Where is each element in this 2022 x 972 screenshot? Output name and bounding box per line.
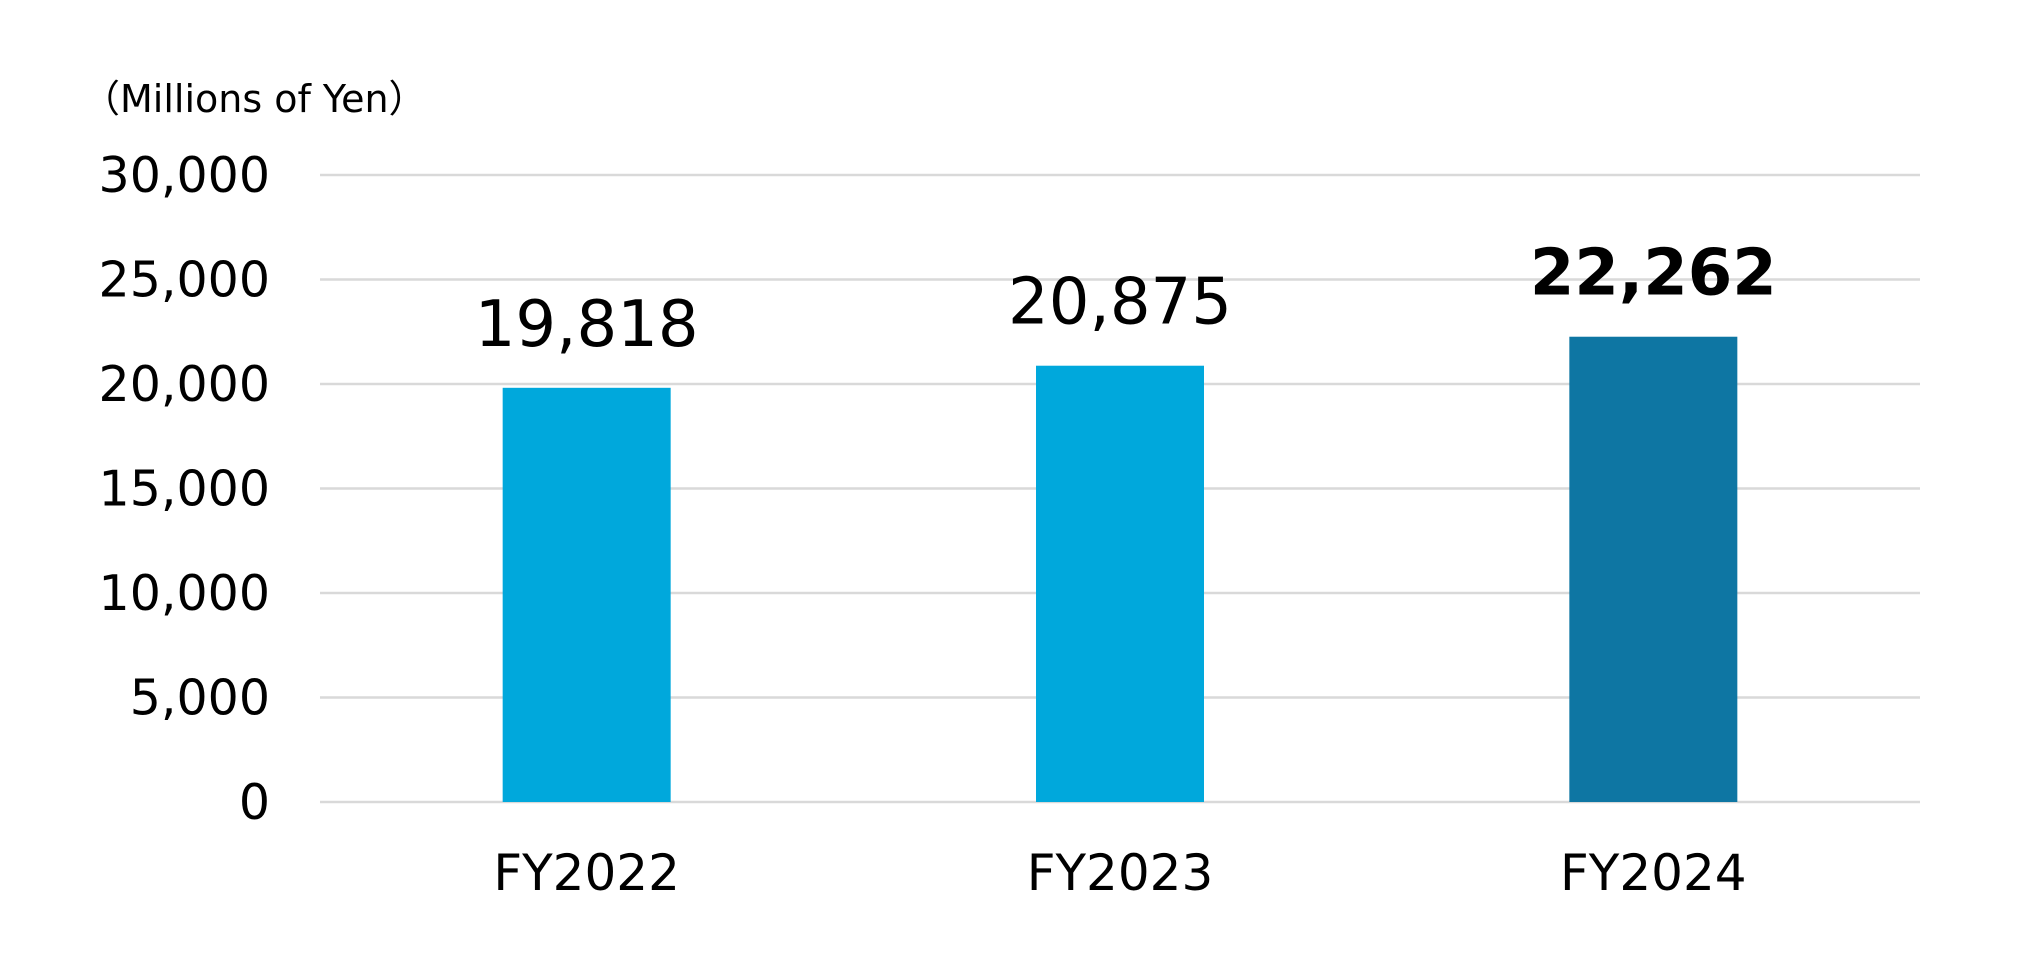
unit-label: （Millions of Yen） — [82, 77, 427, 121]
bar-fy2024 — [1569, 336, 1738, 802]
y-tick-label: 20,000 — [99, 356, 270, 413]
bar-fy2023 — [1036, 365, 1204, 802]
y-tick-label: 25,000 — [99, 252, 270, 309]
y-tick-label: 30,000 — [99, 147, 270, 204]
labels: （Millions of Yen） 0 5,000 10,000 15,000 20,0… — [82, 77, 1777, 902]
bars — [502, 336, 1738, 802]
x-tick-label: FY2022 — [493, 844, 680, 902]
x-tick-label: FY2024 — [1560, 844, 1747, 902]
data-label: 22,262 — [1530, 237, 1777, 311]
y-tick-label: 10,000 — [99, 565, 270, 622]
data-label: 19,818 — [475, 288, 699, 362]
y-tick-label: 5,000 — [130, 670, 270, 727]
bar-fy2022 — [502, 387, 671, 802]
x-tick-label: FY2023 — [1027, 844, 1214, 902]
y-tick-label: 0 — [239, 774, 270, 831]
data-label: 20,875 — [1008, 266, 1232, 340]
y-tick-label: 15,000 — [99, 461, 270, 518]
